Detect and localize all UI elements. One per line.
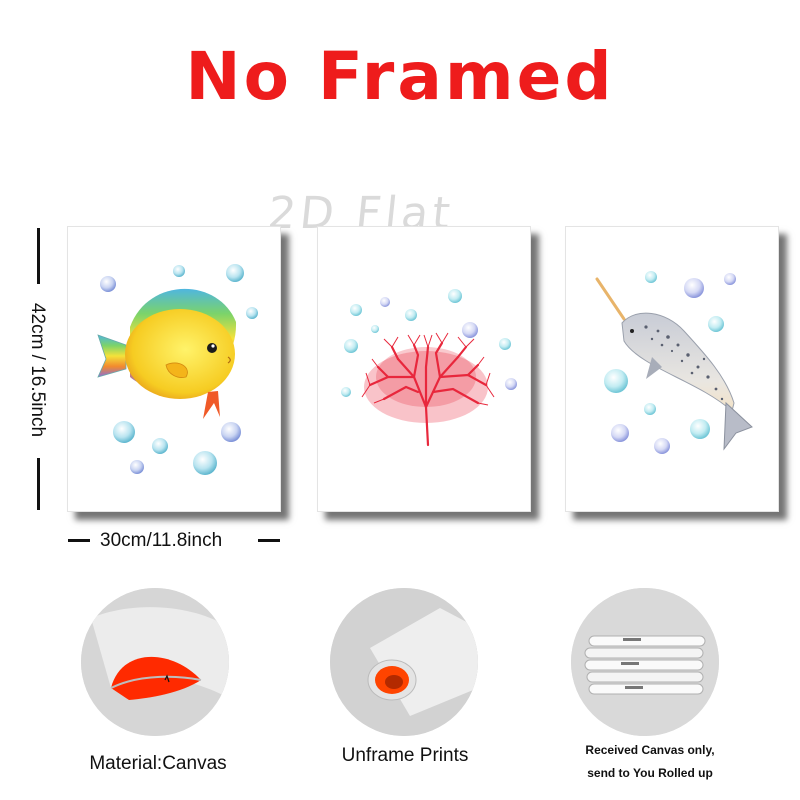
rolled-tubes-photo [571,588,719,736]
feature-caption-rolled: Received Canvas only, send to You Rolled… [560,739,740,785]
print-coral [317,226,531,512]
feature-caption-material: Material:Canvas [89,753,227,774]
print-fish [67,226,281,512]
width-label: 30cm/11.8inch [100,530,223,551]
unframed-roll-photo [330,588,478,736]
canvas-material-photo [81,588,229,736]
height-line-top [37,228,40,284]
canvas-roll-illustration [330,588,478,736]
feature-caption-rolled-line1: Received Canvas only, [585,743,715,757]
feature-caption-unframe: Unframe Prints [341,745,469,766]
coral-illustration [341,289,517,447]
narwhal-illustration [595,271,753,454]
height-label: 42cm / 16.5inch [27,302,48,438]
print-narwhal [565,226,779,512]
fish-illustration [97,264,258,475]
width-line-right [258,539,280,542]
height-line-bottom [37,458,40,510]
page-title: No Framed [185,38,615,115]
width-line-left [68,539,90,542]
canvas-curl-illustration [81,588,229,736]
feature-caption-rolled-line2: send to You Rolled up [587,766,713,780]
rolled-tubes-illustration [571,588,719,736]
